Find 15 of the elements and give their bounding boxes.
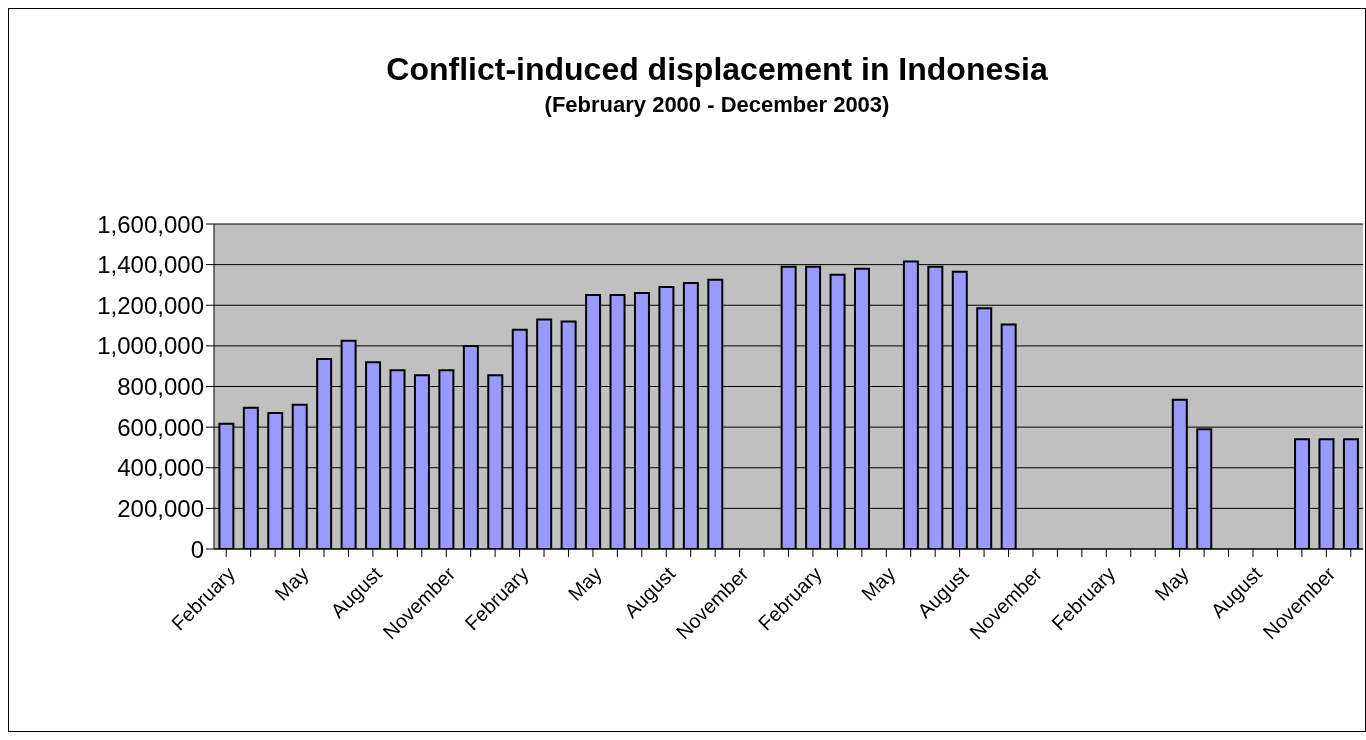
x-tick-label: May [563, 562, 606, 605]
y-tick-label: 400,000 [117, 454, 204, 482]
x-tick-label: May [1150, 562, 1193, 605]
y-tick-label: 1,600,000 [97, 210, 204, 238]
x-tick-label: May [857, 562, 900, 605]
y-tick-label: 0 [190, 535, 204, 563]
y-tick-label: 200,000 [117, 494, 204, 522]
chart-subtitle: (February 2000 - December 2003) [543, 92, 891, 118]
y-tick-label: 1,400,000 [97, 251, 204, 279]
y-tick-label: 600,000 [117, 413, 204, 441]
x-tick-label: May [270, 562, 313, 605]
chart-title: Conflict-induced displacement in Indonesia [385, 51, 1049, 88]
y-tick-label: 800,000 [117, 373, 204, 401]
y-tick-label: 1,000,000 [97, 332, 204, 360]
y-tick-label: 1,200,000 [97, 291, 204, 319]
